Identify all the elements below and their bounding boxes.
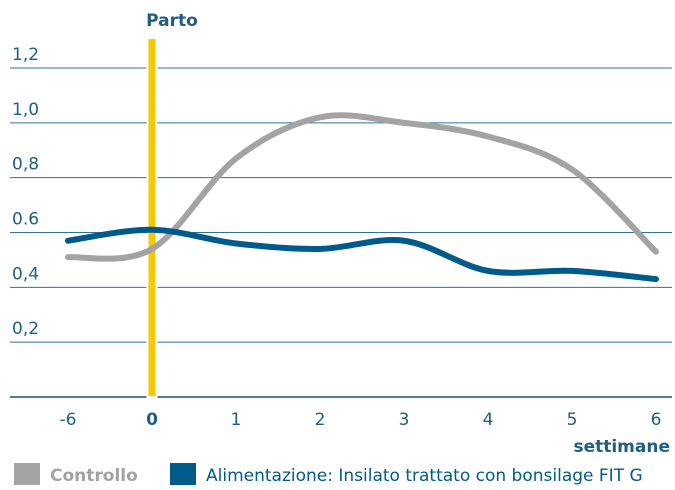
annotation-label: Parto (146, 11, 198, 31)
series-line (65, 112, 659, 262)
x-tick-label: 2 (315, 410, 326, 430)
x-tick-label: 0 (146, 410, 158, 430)
annotation-line (146, 37, 158, 398)
x-axis-label: settimane (573, 437, 670, 457)
legend-swatch (14, 463, 40, 485)
y-tick-label: 0.6 (12, 210, 39, 230)
legend-label: Controllo (50, 466, 138, 486)
x-tick-label: 1 (231, 410, 242, 430)
legend-label: Alimentazione: Insilato trattato con bon… (206, 466, 643, 486)
x-tick-label: 5 (567, 410, 578, 430)
y-tick-label: 0,4 (12, 264, 39, 284)
y-tick-label: 1,0 (12, 100, 39, 120)
x-tick-label: 4 (483, 410, 494, 430)
x-tick-label: 3 (399, 410, 410, 430)
series-line (65, 226, 659, 283)
x-tick-label: 6 (651, 410, 662, 430)
y-tick-label: 0,2 (12, 319, 39, 339)
y-tick-label: 0,8 (12, 155, 39, 175)
x-tick-label: -6 (60, 410, 77, 430)
y-tick-label: 1,2 (12, 45, 39, 65)
legend-swatch (170, 463, 196, 485)
